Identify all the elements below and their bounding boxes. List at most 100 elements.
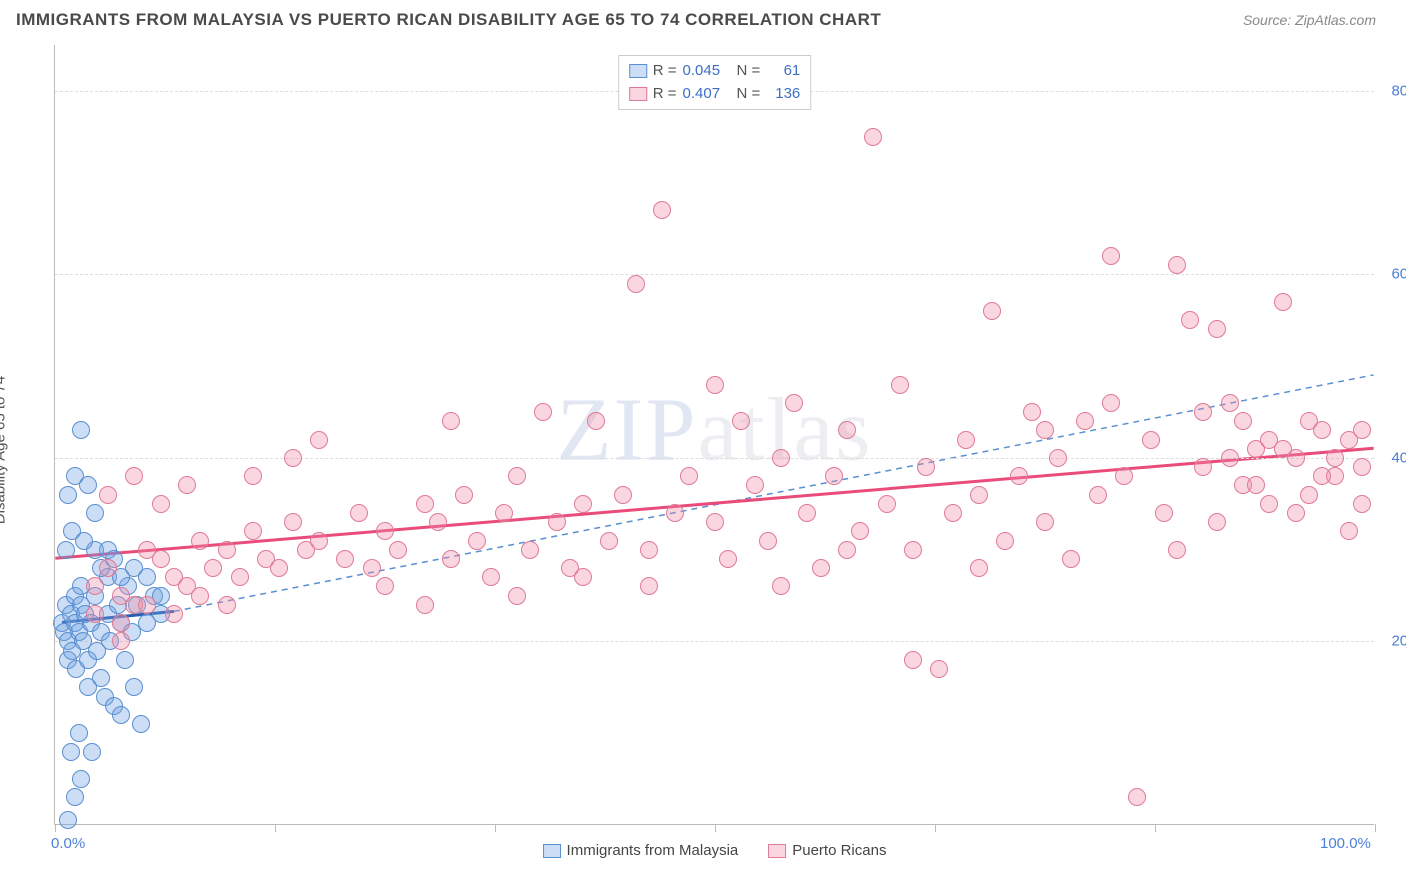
- scatter-point-puerto_ricans: [86, 577, 104, 595]
- scatter-point-puerto_ricans: [165, 605, 183, 623]
- trend-lines-svg: [55, 45, 1374, 824]
- scatter-point-puerto_ricans: [1287, 504, 1305, 522]
- scatter-point-puerto_ricans: [482, 568, 500, 586]
- scatter-point-puerto_ricans: [825, 467, 843, 485]
- scatter-point-puerto_ricans: [1208, 513, 1226, 531]
- scatter-point-puerto_ricans: [442, 550, 460, 568]
- legend-swatch-malaysia: [543, 844, 561, 858]
- scatter-point-puerto_ricans: [1089, 486, 1107, 504]
- scatter-point-puerto_ricans: [1102, 247, 1120, 265]
- n-value: 61: [766, 60, 800, 83]
- scatter-point-puerto_ricans: [1010, 467, 1028, 485]
- scatter-point-puerto_ricans: [864, 128, 882, 146]
- legend-top-row-malaysia: R =0.045N =61: [629, 60, 801, 83]
- scatter-point-puerto_ricans: [785, 394, 803, 412]
- scatter-point-puerto_ricans: [1353, 421, 1371, 439]
- scatter-point-puerto_ricans: [1168, 541, 1186, 559]
- scatter-point-puerto_ricans: [878, 495, 896, 513]
- scatter-point-puerto_ricans: [270, 559, 288, 577]
- r-label: R =: [653, 83, 677, 106]
- legend-label: Puerto Ricans: [792, 842, 886, 859]
- scatter-point-puerto_ricans: [284, 449, 302, 467]
- scatter-point-puerto_ricans: [508, 467, 526, 485]
- x-tick: [495, 824, 496, 832]
- scatter-point-puerto_ricans: [1181, 311, 1199, 329]
- scatter-point-puerto_ricans: [495, 504, 513, 522]
- scatter-point-puerto_ricans: [719, 550, 737, 568]
- scatter-point-puerto_ricans: [112, 614, 130, 632]
- scatter-point-puerto_ricans: [429, 513, 447, 531]
- x-tick-label: 100.0%: [1320, 835, 1371, 852]
- scatter-point-puerto_ricans: [891, 376, 909, 394]
- legend-swatch-puerto_ricans: [768, 844, 786, 858]
- scatter-point-malaysia: [125, 678, 143, 696]
- legend-label: Immigrants from Malaysia: [567, 842, 739, 859]
- scatter-point-puerto_ricans: [904, 541, 922, 559]
- r-value: 0.045: [683, 60, 731, 83]
- scatter-point-puerto_ricans: [1221, 449, 1239, 467]
- y-tick-label: 40.0%: [1391, 449, 1406, 466]
- scatter-point-puerto_ricans: [534, 403, 552, 421]
- scatter-point-puerto_ricans: [548, 513, 566, 531]
- y-axis-title: Disability Age 65 to 74: [0, 376, 9, 524]
- scatter-point-puerto_ricans: [442, 412, 460, 430]
- scatter-point-puerto_ricans: [152, 495, 170, 513]
- scatter-point-puerto_ricans: [600, 532, 618, 550]
- legend-bottom-item-malaysia: Immigrants from Malaysia: [543, 842, 739, 859]
- scatter-point-malaysia: [112, 706, 130, 724]
- scatter-point-malaysia: [138, 568, 156, 586]
- scatter-point-puerto_ricans: [244, 467, 262, 485]
- source-name: ZipAtlas.com: [1295, 12, 1376, 28]
- scatter-point-puerto_ricans: [706, 376, 724, 394]
- scatter-point-puerto_ricans: [1142, 431, 1160, 449]
- x-tick-label: 0.0%: [51, 835, 85, 852]
- scatter-point-puerto_ricans: [1194, 458, 1212, 476]
- scatter-point-malaysia: [57, 541, 75, 559]
- legend-bottom-item-puerto_ricans: Puerto Ricans: [768, 842, 886, 859]
- scatter-point-puerto_ricans: [191, 532, 209, 550]
- source-attribution: Source: ZipAtlas.com: [1243, 12, 1376, 28]
- n-label: N =: [737, 83, 761, 106]
- scatter-point-puerto_ricans: [310, 431, 328, 449]
- scatter-point-puerto_ricans: [376, 522, 394, 540]
- legend-top-row-puerto_ricans: R =0.407N =136: [629, 83, 801, 106]
- chart-title: IMMIGRANTS FROM MALAYSIA VS PUERTO RICAN…: [16, 10, 881, 30]
- scatter-point-puerto_ricans: [99, 559, 117, 577]
- scatter-point-puerto_ricans: [614, 486, 632, 504]
- scatter-point-puerto_ricans: [1128, 788, 1146, 806]
- scatter-point-puerto_ricans: [363, 559, 381, 577]
- scatter-point-puerto_ricans: [1036, 421, 1054, 439]
- scatter-point-puerto_ricans: [772, 449, 790, 467]
- chart-header: IMMIGRANTS FROM MALAYSIA VS PUERTO RICAN…: [0, 0, 1406, 35]
- scatter-point-malaysia: [86, 504, 104, 522]
- scatter-point-puerto_ricans: [218, 541, 236, 559]
- scatter-point-puerto_ricans: [508, 587, 526, 605]
- scatter-point-malaysia: [70, 724, 88, 742]
- scatter-point-puerto_ricans: [138, 596, 156, 614]
- scatter-point-puerto_ricans: [1300, 412, 1318, 430]
- scatter-point-puerto_ricans: [389, 541, 407, 559]
- scatter-point-puerto_ricans: [336, 550, 354, 568]
- gridline-h: [55, 458, 1374, 459]
- scatter-point-puerto_ricans: [640, 541, 658, 559]
- scatter-point-puerto_ricans: [1260, 495, 1278, 513]
- scatter-point-puerto_ricans: [376, 577, 394, 595]
- scatter-point-puerto_ricans: [455, 486, 473, 504]
- scatter-point-puerto_ricans: [666, 504, 684, 522]
- scatter-point-malaysia: [75, 532, 93, 550]
- scatter-point-puerto_ricans: [86, 605, 104, 623]
- scatter-point-malaysia: [66, 788, 84, 806]
- x-tick: [275, 824, 276, 832]
- scatter-point-puerto_ricans: [970, 486, 988, 504]
- scatter-point-puerto_ricans: [917, 458, 935, 476]
- scatter-point-puerto_ricans: [1208, 320, 1226, 338]
- scatter-point-puerto_ricans: [178, 476, 196, 494]
- x-tick: [55, 824, 56, 832]
- scatter-point-puerto_ricans: [983, 302, 1001, 320]
- scatter-point-puerto_ricans: [838, 421, 856, 439]
- n-label: N =: [737, 60, 761, 83]
- scatter-point-puerto_ricans: [732, 412, 750, 430]
- scatter-point-puerto_ricans: [1274, 440, 1292, 458]
- scatter-point-puerto_ricans: [218, 596, 236, 614]
- scatter-point-puerto_ricans: [204, 559, 222, 577]
